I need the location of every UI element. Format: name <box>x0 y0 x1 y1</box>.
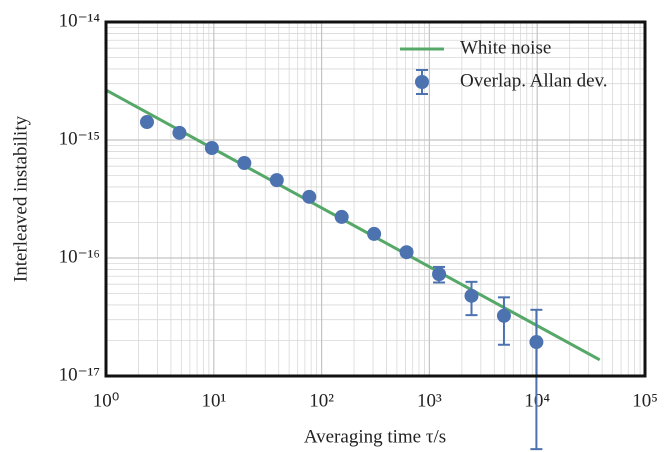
data-point <box>464 288 479 303</box>
data-point <box>496 308 511 323</box>
legend-marker <box>415 75 429 89</box>
data-point <box>269 173 284 188</box>
data-point <box>172 125 187 140</box>
x-tick-label: 10⁵ <box>632 390 658 411</box>
x-tick-label: 10¹ <box>201 390 226 411</box>
data-point <box>334 209 349 224</box>
y-tick-label: 10⁻¹⁴ <box>59 10 101 31</box>
x-tick-label: 10² <box>309 390 334 411</box>
error-bar <box>530 308 543 451</box>
y-tick-label: 10⁻¹⁵ <box>59 128 100 149</box>
x-tick-label: 10⁰ <box>93 390 120 411</box>
data-point <box>399 245 414 260</box>
x-axis-label: Averaging time τ/s <box>304 426 446 447</box>
data-point <box>367 226 382 241</box>
y-tick-label: 10⁻¹⁶ <box>59 246 100 267</box>
y-axis-label: Interleaved instability <box>10 115 31 282</box>
data-point <box>237 156 252 171</box>
x-tick-label: 10³ <box>417 390 442 411</box>
white-noise-line <box>105 88 601 362</box>
data-point <box>204 141 219 156</box>
data-point <box>139 115 154 130</box>
data-point <box>302 189 317 204</box>
data-point <box>432 267 447 282</box>
y-tick-label: 10⁻¹⁷ <box>59 364 100 385</box>
legend-label: Overlap. Allan dev. <box>460 70 608 91</box>
plot-frame <box>104 20 647 378</box>
legend-label: White noise <box>460 37 551 58</box>
data-point <box>529 335 544 350</box>
